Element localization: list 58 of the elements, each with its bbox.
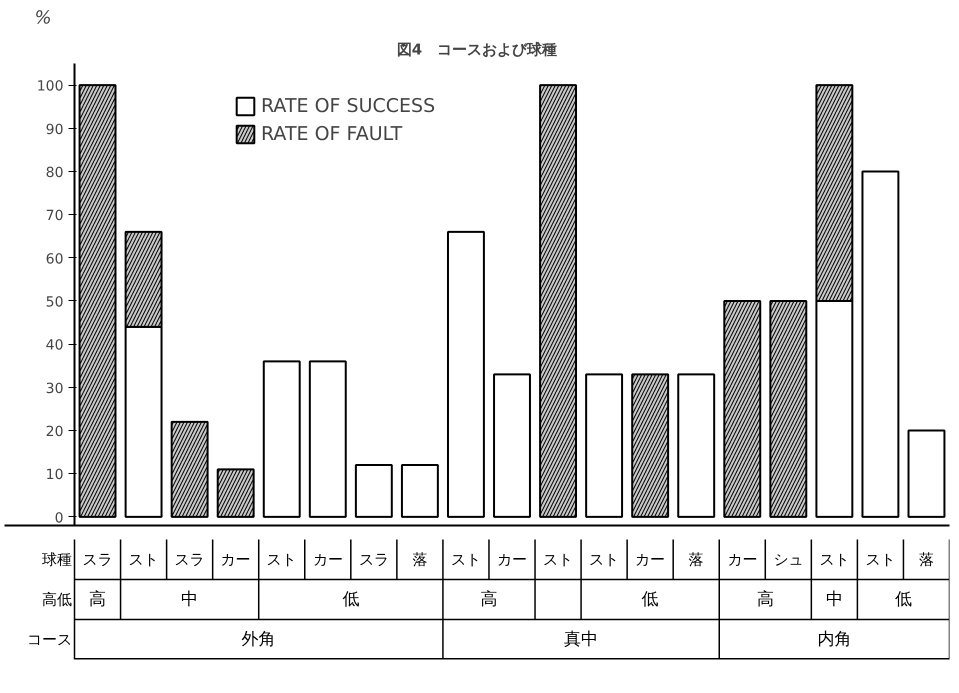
y-tick-label: 50 [46, 294, 64, 310]
text: 高低 [42, 590, 72, 608]
x-tick-label: カー [220, 550, 251, 568]
x-tick-label: スト [589, 550, 620, 568]
x-tick-label: スト [865, 550, 896, 568]
y-tick-label: 70 [46, 208, 64, 224]
y-axis-title: % [34, 8, 52, 28]
text: 高 [480, 590, 498, 610]
text: 球種 [42, 550, 72, 568]
x-tick-label: スラ [358, 550, 389, 568]
text: コース [27, 630, 72, 648]
bar [585, 373, 624, 518]
bar [446, 230, 485, 518]
bar [861, 170, 900, 518]
x-tick-label: 落 [412, 550, 428, 568]
text: 低 [342, 590, 360, 610]
x-tick-label: スト [266, 550, 297, 568]
bar [677, 373, 716, 518]
x-tick-label: スト [543, 550, 574, 568]
x-tick-label: スト [450, 550, 481, 568]
y-tick-label: 80 [46, 164, 64, 181]
text: 中 [181, 590, 198, 610]
text: 高 [89, 590, 106, 610]
bar [308, 360, 347, 518]
legend-label: RATE OF SUCCESS [261, 95, 436, 117]
chart-title: 図4 コースおよび球種 [396, 40, 558, 58]
y-tick-label: 30 [46, 380, 64, 397]
y-tick-label: 0 [54, 510, 64, 526]
text: 低 [894, 590, 912, 610]
y-tick-label: 90 [46, 122, 64, 138]
x-tick-label: カー [312, 550, 343, 568]
x-tick-label: 落 [688, 550, 704, 568]
legend-label: RATE OF FAULT [261, 123, 402, 145]
x-tick-label: スラ [174, 550, 205, 568]
x-tick-label: カー [497, 550, 527, 568]
y-tick-label: 100 [36, 78, 64, 95]
y-tick-label: 10 [46, 467, 64, 484]
text: 低 [642, 590, 659, 610]
text: 真中 [564, 630, 598, 650]
y-tick-label: 20 [46, 424, 64, 440]
y-tick-label: 40 [46, 338, 64, 354]
x-tick-label: スト [128, 550, 159, 568]
x-tick-label: 落 [918, 550, 934, 568]
bar [400, 464, 439, 518]
x-tick-label: カー [727, 550, 758, 568]
text: 内角 [817, 630, 852, 650]
x-tick-label: シュ [773, 550, 804, 568]
text: 高 [756, 590, 774, 610]
y-tick-label: 60 [46, 251, 64, 268]
x-tick-label: カー [635, 550, 666, 568]
bar [493, 373, 531, 518]
text: 外角 [242, 630, 276, 650]
bar [908, 430, 946, 518]
bar [354, 464, 393, 518]
text: 中 [826, 590, 843, 610]
x-tick-label: スラ [82, 550, 113, 568]
bar [262, 360, 301, 518]
x-tick-label: スト [819, 550, 850, 568]
